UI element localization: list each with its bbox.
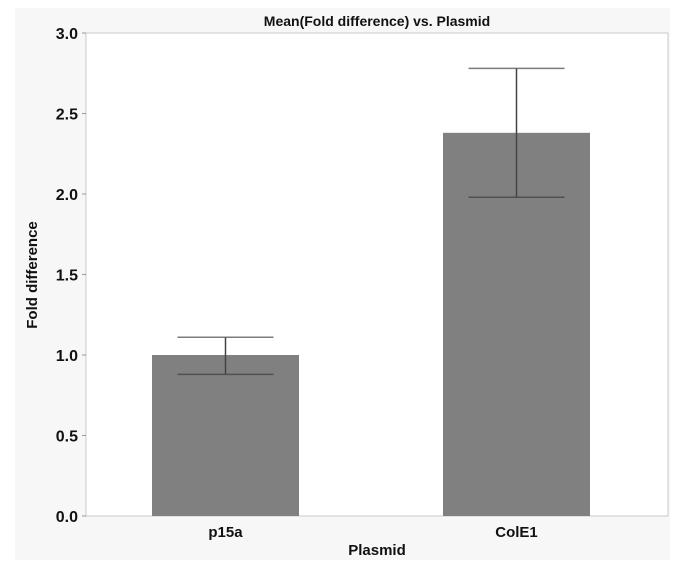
y-tick-label: 3.0 [56, 26, 78, 43]
y-tick-label: 0.0 [56, 509, 78, 526]
y-tick-label: 1.5 [56, 268, 78, 285]
y-axis-label: Fold difference [24, 221, 41, 329]
x-axis-label: Plasmid [348, 542, 406, 559]
y-tick-label: 2.5 [56, 107, 78, 124]
chart-title: Mean(Fold difference) vs. Plasmid [264, 13, 490, 29]
x-tick-label: p15a [208, 524, 243, 541]
y-tick-label: 1.0 [56, 348, 78, 365]
y-tick-label: 0.5 [56, 429, 78, 446]
bar-p15a [152, 355, 299, 516]
x-tick-label: ColE1 [495, 524, 538, 541]
y-tick-label: 2.0 [56, 187, 78, 204]
